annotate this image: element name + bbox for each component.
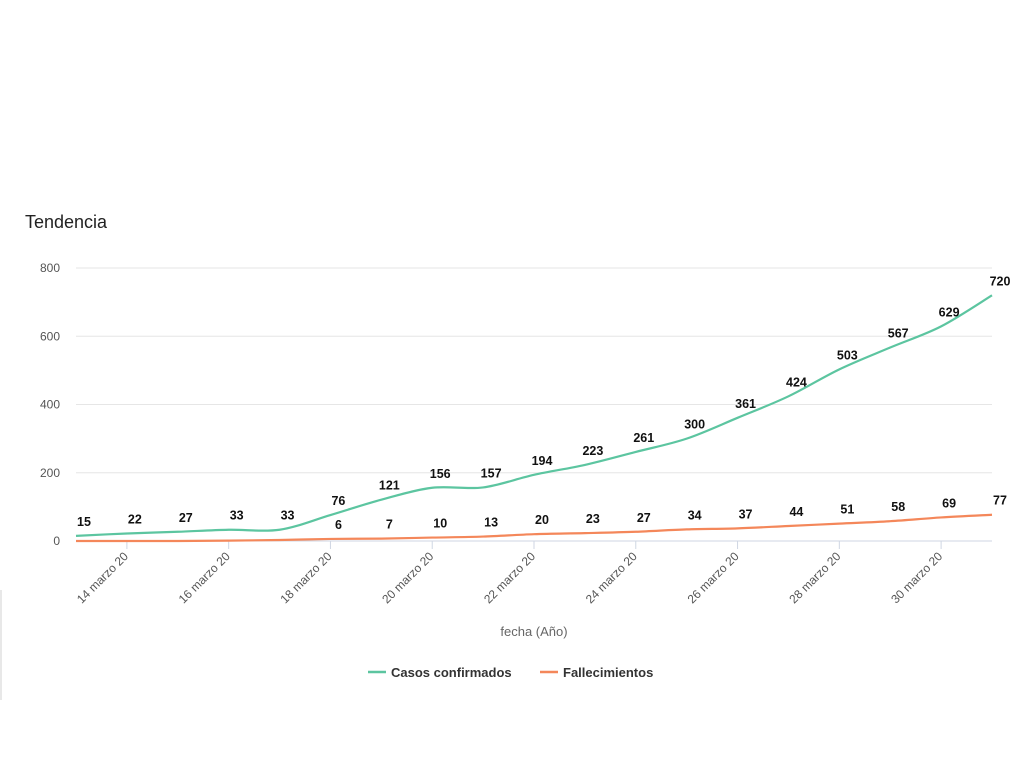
legend-item-fallecimientos[interactable]: Fallecimientos <box>540 665 653 680</box>
data-label-fallecimientos: 37 <box>739 507 753 521</box>
x-tick-label: 28 marzo 20 <box>786 549 843 606</box>
y-tick-label: 0 <box>53 534 60 548</box>
chart-title: Tendencia <box>25 212 108 232</box>
data-label-casos: 361 <box>735 397 756 411</box>
y-tick-label: 800 <box>40 261 60 275</box>
legend-label: Fallecimientos <box>563 665 653 680</box>
x-tick-label: 24 marzo 20 <box>583 549 640 606</box>
x-tick-label: 16 marzo 20 <box>176 549 233 606</box>
data-label-casos: 300 <box>684 418 705 432</box>
data-label-fallecimientos: 13 <box>484 516 498 530</box>
data-label-casos: 76 <box>331 494 345 508</box>
data-label-casos: 33 <box>230 509 244 523</box>
x-tick-label: 22 marzo 20 <box>481 549 538 606</box>
data-label-fallecimientos: 69 <box>942 496 956 510</box>
y-tick-label: 400 <box>40 398 60 412</box>
data-label-fallecimientos: 27 <box>637 511 651 525</box>
data-label-fallecimientos: 10 <box>433 517 447 531</box>
data-label-casos: 156 <box>430 467 451 481</box>
panel-edge <box>0 590 2 700</box>
data-label-fallecimientos: 20 <box>535 513 549 527</box>
data-label-casos: 629 <box>939 305 960 319</box>
legend-item-casos-confirmados[interactable]: Casos confirmados <box>368 665 512 680</box>
data-label-casos: 503 <box>837 348 858 362</box>
data-label-casos: 424 <box>786 375 807 389</box>
data-label-fallecimientos: 58 <box>891 500 905 514</box>
data-label-casos: 223 <box>582 444 603 458</box>
data-label-fallecimientos: 34 <box>688 508 702 522</box>
data-label-fallecimientos: 6 <box>335 518 342 532</box>
series-line-casos-confirmados <box>75 294 993 537</box>
x-tick-label: 18 marzo 20 <box>278 549 335 606</box>
grid-layer <box>76 267 992 542</box>
data-label-casos: 33 <box>281 509 295 523</box>
y-tick-label: 600 <box>40 329 60 343</box>
data-label-fallecimientos: 44 <box>789 505 803 519</box>
legend-label: Casos confirmados <box>391 665 512 680</box>
x-tick-label: 20 marzo 20 <box>379 549 436 606</box>
data-label-fallecimientos: 77 <box>993 494 1007 508</box>
data-label-fallecimientos: 51 <box>840 503 854 517</box>
axis-layer: 0 200 400 600 800 14 marzo 20 16 marzo 20 18 ma… <box>40 261 945 606</box>
x-axis-title: fecha (Año) <box>500 624 567 639</box>
x-tick-label: 26 marzo 20 <box>685 549 742 606</box>
y-tick-label: 200 <box>40 466 60 480</box>
series-line-fallecimientos <box>75 513 993 543</box>
data-label-casos: 22 <box>128 512 142 526</box>
data-label-casos: 15 <box>77 515 91 529</box>
data-label-casos: 261 <box>633 431 654 445</box>
data-label-casos: 121 <box>379 479 400 493</box>
series-layer <box>75 294 993 543</box>
data-label-casos: 567 <box>888 327 909 341</box>
data-label-casos: 157 <box>481 466 502 480</box>
data-label-fallecimientos: 7 <box>386 518 393 532</box>
legend: Casos confirmados Fallecimientos <box>368 665 653 680</box>
data-label-casos: 27 <box>179 511 193 525</box>
data-label-casos: 194 <box>532 454 553 468</box>
data-label-casos: 720 <box>990 274 1011 288</box>
x-tick-label: 14 marzo 20 <box>74 549 131 606</box>
data-label-fallecimientos: 23 <box>586 512 600 526</box>
x-tick-label: 30 marzo 20 <box>888 549 945 606</box>
